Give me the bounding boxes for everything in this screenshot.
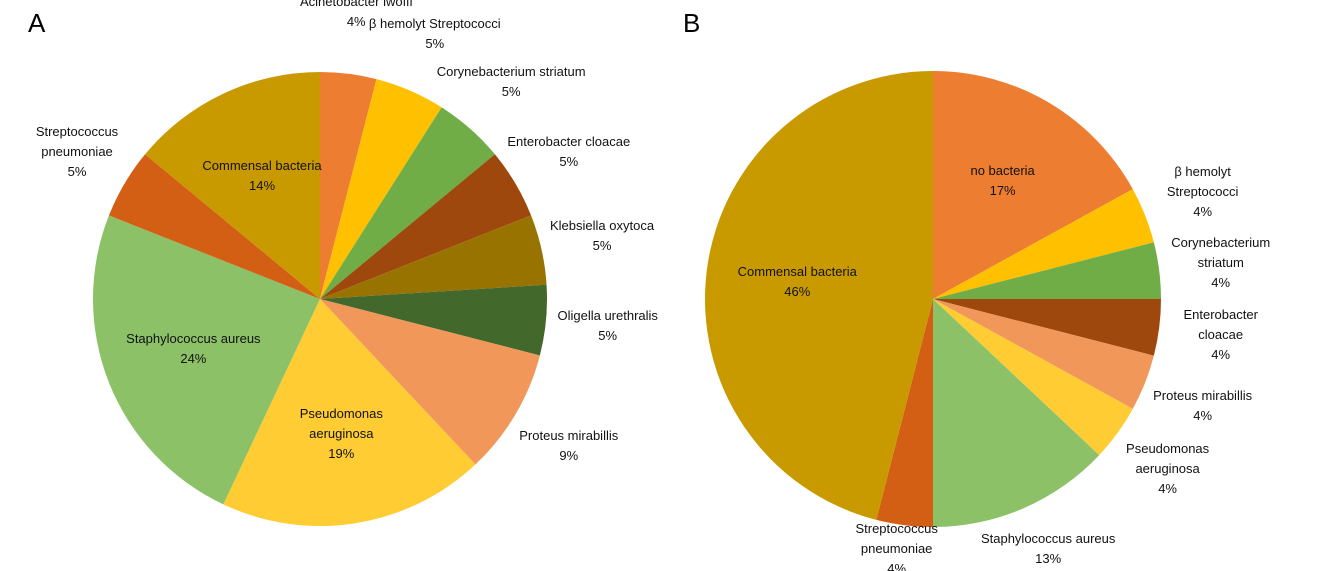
- slice-value: 14%: [248, 177, 276, 193]
- pie-slice: [320, 154, 532, 299]
- slice-value: 13%: [1035, 551, 1062, 566]
- slice-label: Pseudomonas aeruginosa 19%: [266, 404, 416, 464]
- slice-name: Enterobacter cloacae: [507, 133, 631, 149]
- slice-name: Corynebacterium striatum: [1171, 234, 1271, 270]
- slice-name: Streptococcus pneumoniae: [35, 123, 119, 159]
- slice-value: 46%: [784, 283, 811, 299]
- slice-name: Oligella urethralis: [557, 308, 658, 324]
- slice-value: 5%: [592, 237, 612, 253]
- slice-name: Staphylococcus aureus: [126, 331, 261, 347]
- slice-label: Corynebacterium striatum 5%: [437, 62, 586, 102]
- slice-name: β hemolyt Streptococci: [368, 15, 501, 31]
- panel-label: A: [28, 8, 46, 38]
- slice-name: Corynebacterium striatum: [436, 64, 586, 80]
- slice-label: Staphylococcus aureus 13%: [981, 529, 1115, 569]
- slice-name: Enterobacter cloacae: [1183, 307, 1258, 343]
- slice-label: Pseudomonas aeruginosa 4%: [1093, 439, 1243, 499]
- pie-slice: [933, 299, 1161, 356]
- slice-label: Corynebacterium striatum 4%: [1166, 233, 1275, 293]
- slice-value: 4%: [1211, 347, 1231, 363]
- slice-value: 4%: [1211, 274, 1231, 290]
- slice-label: Acinetobacter lwoffi 4%: [300, 0, 413, 32]
- pie-slice: [876, 299, 933, 527]
- slice-value: 4%: [1193, 204, 1213, 220]
- slice-name: Acinetobacter lwoffi: [299, 0, 413, 10]
- slice-name: Commensal bacteria: [737, 263, 857, 279]
- slice-value: 5%: [559, 153, 579, 169]
- pie-slice: [933, 189, 1154, 299]
- pie-slice: [223, 299, 476, 526]
- slice-label: Commensal bacteria 14%: [202, 156, 321, 196]
- slice-value: 4%: [346, 14, 366, 30]
- slice-value: 19%: [328, 445, 355, 461]
- slice-name: β hemolyt Streptococci: [1166, 164, 1239, 200]
- slice-label: Streptococcus pneumoniae 5%: [2, 122, 152, 182]
- pie-slice: [92, 215, 320, 505]
- slice-value: 5%: [67, 163, 87, 179]
- slice-name: Klebsiella oxytoca: [550, 217, 655, 233]
- pie-slice: [933, 242, 1161, 299]
- slice-name: Pseudomonas aeruginosa: [299, 405, 383, 441]
- slice-label: β hemolyt Streptococci 5%: [369, 14, 501, 54]
- pie-slice: [933, 71, 1133, 299]
- slice-value: 5%: [501, 84, 521, 100]
- slice-label: Proteus mirabillis 9%: [519, 426, 618, 466]
- slice-label: β hemolyt Streptococci 4%: [1139, 162, 1266, 222]
- pie-slice: [933, 299, 1133, 456]
- slice-name: Pseudomonas aeruginosa: [1126, 441, 1210, 477]
- slice-label: Enterobacter cloacae 5%: [507, 132, 630, 172]
- slice-name: no bacteria: [970, 163, 1035, 179]
- slice-name: Proteus mirabillis: [1153, 387, 1253, 403]
- pie-slice: [320, 284, 547, 356]
- pie-slice: [704, 71, 933, 520]
- slice-name: Proteus mirabillis: [519, 428, 619, 444]
- slice-value: 4%: [1193, 407, 1213, 423]
- pie-slice: [320, 215, 547, 299]
- slice-label: Klebsiella oxytoca 5%: [550, 216, 654, 256]
- pie-slice: [108, 154, 320, 299]
- slice-label: Proteus mirabillis 4%: [1153, 386, 1252, 426]
- slice-value: 9%: [559, 448, 579, 464]
- slice-value: 5%: [598, 328, 618, 344]
- slice-label: Enterobacter cloacae 4%: [1166, 305, 1275, 365]
- slice-value: 24%: [180, 351, 207, 367]
- slice-name: Staphylococcus aureus: [980, 531, 1116, 546]
- pie-slice: [320, 72, 377, 299]
- slice-value: 5%: [425, 35, 445, 51]
- slice-value: 17%: [989, 183, 1016, 199]
- slice-label: Commensal bacteria 46%: [738, 262, 857, 302]
- pie-slice: [145, 72, 320, 299]
- slice-label: Streptococcus pneumoniae 4%: [822, 519, 972, 571]
- slice-value: 4%: [1158, 481, 1177, 497]
- pie-slice: [320, 79, 442, 299]
- slice-value: 4%: [887, 561, 907, 571]
- pie-slice: [933, 299, 1100, 527]
- slice-name: Streptococcus pneumoniae: [855, 521, 938, 556]
- slice-name: Commensal bacteria: [202, 157, 322, 173]
- slice-label: Oligella urethralis 5%: [557, 306, 657, 346]
- pie-slice: [320, 299, 540, 465]
- slice-label: no bacteria 17%: [970, 161, 1034, 201]
- pie-slice: [933, 299, 1154, 409]
- panel-label: B: [683, 8, 701, 38]
- pie-slice: [320, 107, 495, 300]
- slice-label: Staphylococcus aureus 24%: [126, 329, 260, 369]
